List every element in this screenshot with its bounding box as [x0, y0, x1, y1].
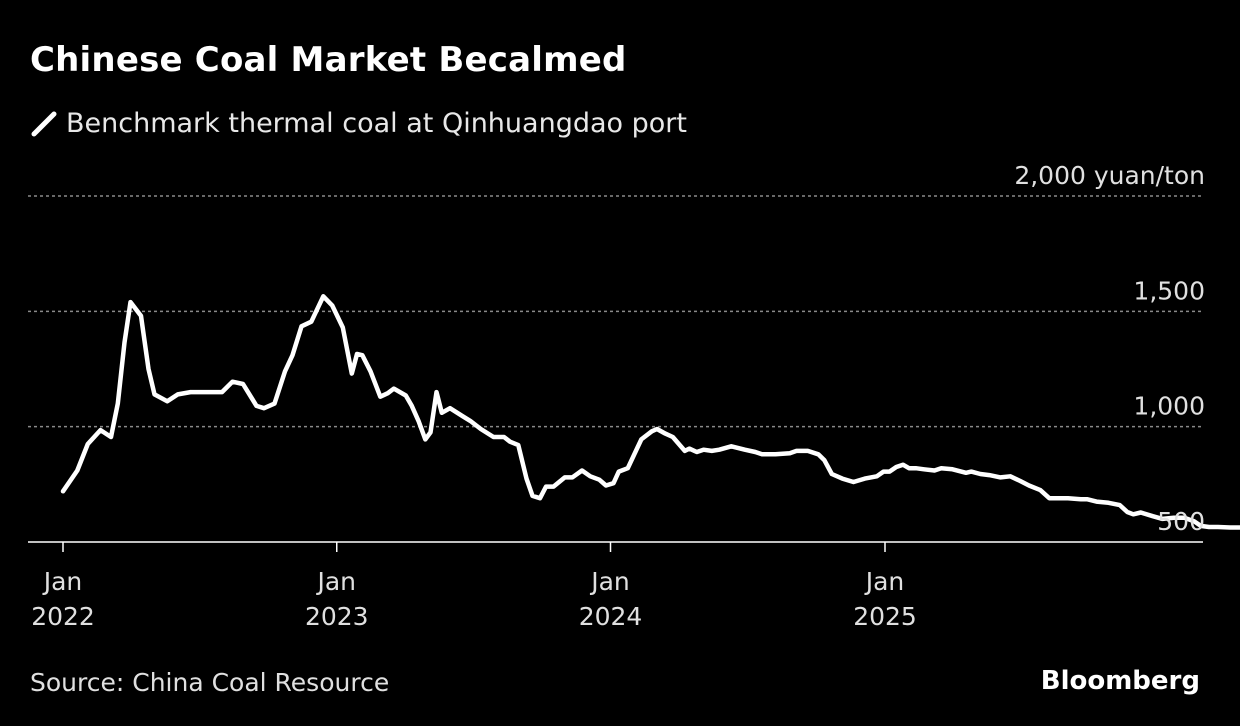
x-tick-year: 2024: [579, 602, 643, 631]
series-layer: [60, 294, 1240, 530]
x-axis: [28, 541, 1203, 552]
chart-title: Chinese Coal Market Becalmed: [30, 40, 627, 80]
x-tick-month: Jan: [42, 567, 83, 596]
y-tick-label: 1,000: [1133, 392, 1205, 421]
x-tick-month: Jan: [315, 567, 356, 596]
legend-label: Benchmark thermal coal at Qinhuangdao po…: [66, 108, 687, 139]
bloomberg-logo: Bloomberg: [1040, 666, 1200, 696]
x-tick-year: 2025: [853, 602, 917, 631]
x-tick-month: Jan: [864, 567, 905, 596]
y-tick-label: 2,000 yuan/ton: [1014, 161, 1205, 190]
grid-lines: [28, 195, 1203, 428]
x-tick-year: 2022: [31, 602, 95, 631]
source-note: Source: China Coal Resource: [30, 668, 390, 697]
y-tick-label: 500: [1157, 507, 1205, 536]
legend-line-icon: [31, 111, 57, 136]
tick-labels: 2,000 yuan/ton 1,500 1,000 500 Jan 2022 Jan 202…: [31, 161, 1205, 631]
y-tick-label: 1,500: [1133, 276, 1205, 305]
legend: Benchmark thermal coal at Qinhuangdao po…: [30, 108, 687, 139]
x-tick-year: 2023: [305, 602, 369, 631]
series-line-coal-price: [60, 294, 1240, 530]
x-tick-month: Jan: [589, 567, 630, 596]
